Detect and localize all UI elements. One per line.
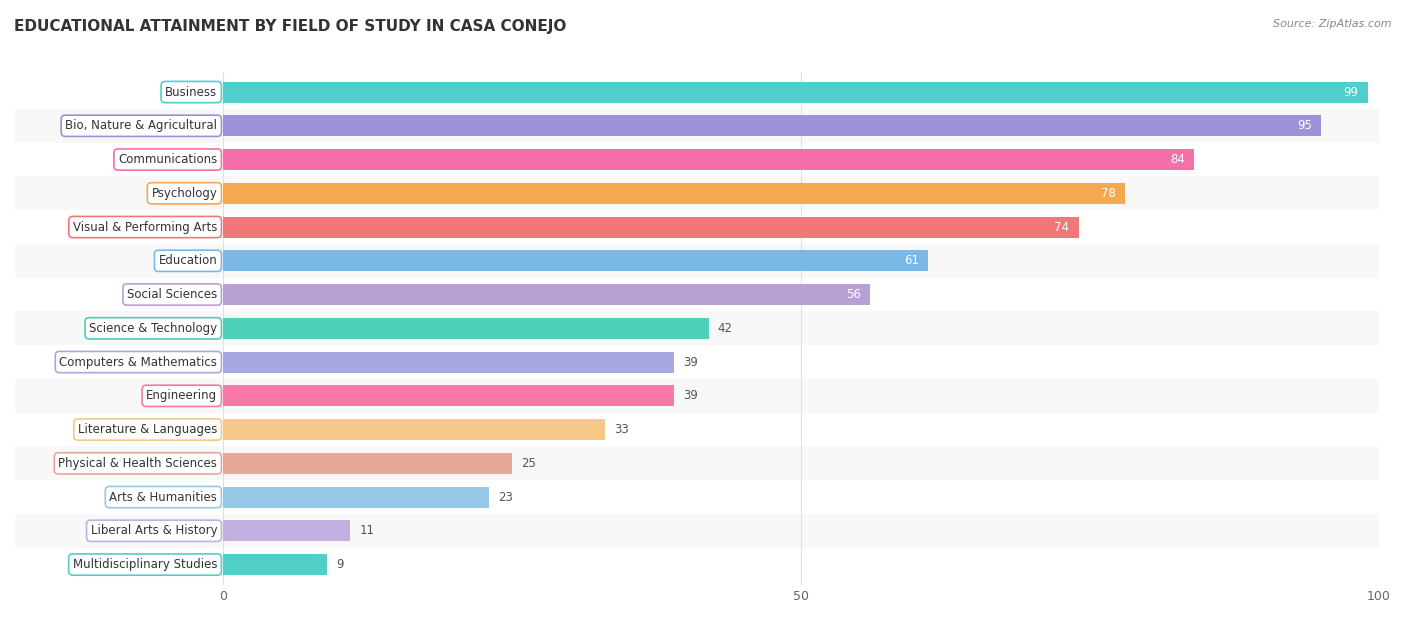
Bar (224, 81, 1368, 102)
Text: Science & Technology: Science & Technology (89, 322, 218, 335)
Bar (224, 453, 512, 474)
Text: Physical & Health Sciences: Physical & Health Sciences (59, 457, 218, 470)
Bar (15, 514, 1379, 548)
Text: 74: 74 (1054, 221, 1069, 233)
Text: Engineering: Engineering (146, 389, 218, 403)
Bar (224, 115, 1322, 136)
Text: Computers & Mathematics: Computers & Mathematics (59, 355, 218, 369)
Bar (15, 244, 1379, 278)
Bar (15, 210, 1379, 244)
Text: 9: 9 (336, 558, 344, 571)
Text: 95: 95 (1298, 119, 1312, 133)
Bar (224, 487, 489, 507)
Bar (15, 177, 1379, 210)
Text: 61: 61 (904, 254, 920, 268)
Bar (224, 554, 328, 575)
Bar (15, 109, 1379, 143)
Bar (224, 419, 605, 440)
Text: EDUCATIONAL ATTAINMENT BY FIELD OF STUDY IN CASA CONEJO: EDUCATIONAL ATTAINMENT BY FIELD OF STUDY… (14, 19, 567, 34)
Text: Literature & Languages: Literature & Languages (77, 423, 218, 436)
Bar (224, 216, 1078, 237)
Bar (15, 413, 1379, 447)
Text: Arts & Humanities: Arts & Humanities (110, 490, 218, 504)
Text: Source: ZipAtlas.com: Source: ZipAtlas.com (1274, 19, 1392, 29)
Text: Business: Business (165, 86, 218, 98)
Bar (224, 149, 1194, 170)
Bar (224, 284, 870, 305)
Bar (224, 386, 673, 406)
Bar (15, 143, 1379, 177)
Text: 25: 25 (522, 457, 536, 470)
Bar (15, 447, 1379, 480)
Bar (15, 75, 1379, 109)
Bar (15, 548, 1379, 581)
Bar (15, 480, 1379, 514)
Bar (15, 278, 1379, 312)
Bar (224, 521, 350, 541)
Text: Liberal Arts & History: Liberal Arts & History (90, 524, 218, 538)
Text: 56: 56 (846, 288, 862, 301)
Bar (224, 351, 673, 372)
Bar (224, 251, 928, 271)
Bar (15, 312, 1379, 345)
Text: 84: 84 (1170, 153, 1185, 166)
Text: 99: 99 (1343, 86, 1358, 98)
Text: Psychology: Psychology (152, 187, 218, 200)
Text: Multidisciplinary Studies: Multidisciplinary Studies (73, 558, 218, 571)
Text: 11: 11 (360, 524, 374, 538)
Text: 78: 78 (1101, 187, 1115, 200)
Text: 33: 33 (614, 423, 628, 436)
Bar (224, 318, 709, 339)
Text: 42: 42 (718, 322, 733, 335)
Text: Bio, Nature & Agricultural: Bio, Nature & Agricultural (65, 119, 218, 133)
Text: Education: Education (159, 254, 218, 268)
Text: Social Sciences: Social Sciences (127, 288, 218, 301)
Bar (224, 183, 1125, 204)
Text: Communications: Communications (118, 153, 218, 166)
Text: 39: 39 (683, 389, 697, 403)
Bar (15, 379, 1379, 413)
Text: 23: 23 (498, 490, 513, 504)
Text: 39: 39 (683, 355, 697, 369)
Bar (15, 345, 1379, 379)
Text: Visual & Performing Arts: Visual & Performing Arts (73, 221, 218, 233)
